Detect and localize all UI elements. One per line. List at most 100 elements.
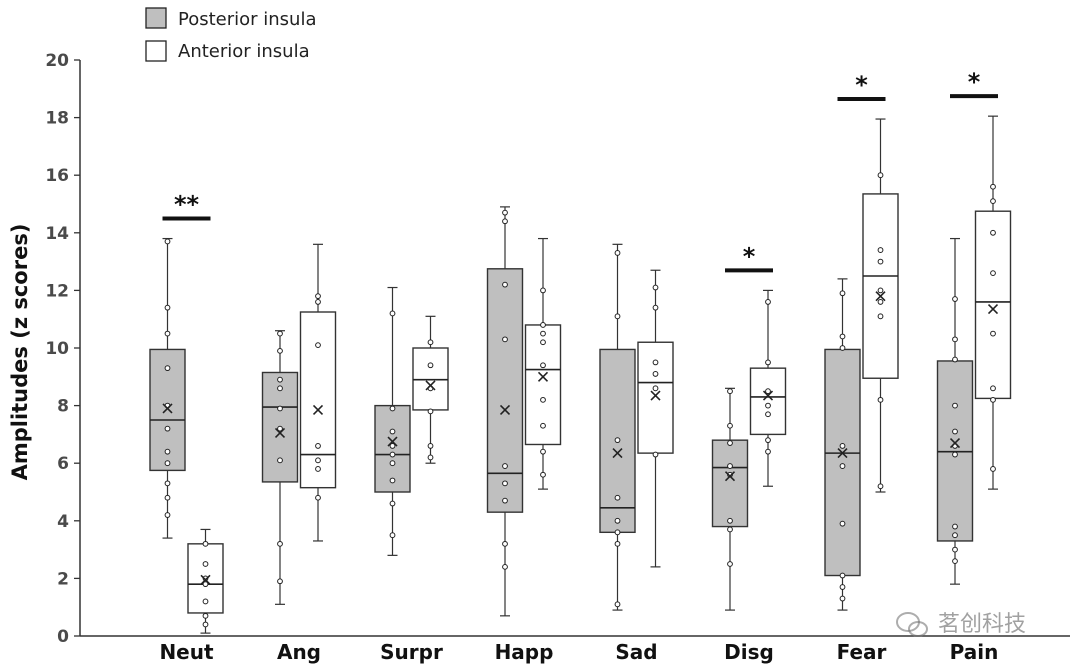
data-point <box>427 408 434 415</box>
data-point <box>389 532 396 539</box>
data-point <box>540 471 546 478</box>
data-point <box>614 601 621 608</box>
mean-marker-stroke <box>387 436 398 447</box>
data-point <box>277 330 283 337</box>
box-posterior-fear <box>824 278 861 611</box>
data-point <box>727 440 733 446</box>
category-label-pain: Pain <box>950 640 999 664</box>
data-point <box>765 388 771 395</box>
significance-stars: * <box>968 68 981 96</box>
mean-marker-stroke <box>162 403 173 414</box>
data-point <box>839 520 846 527</box>
box-posterior-ang <box>261 330 299 605</box>
x-axis-category-labels: Neut Ang Surpr Happ Sad Disg Fear Pain <box>159 640 998 664</box>
legend-label-posterior: Posterior insula <box>178 9 317 30</box>
box-posterior-pain <box>936 237 974 585</box>
y-tick-label: 2 <box>57 569 69 589</box>
data-point <box>652 304 659 311</box>
data-point <box>765 437 771 444</box>
data-point <box>277 385 283 392</box>
data-point <box>839 290 846 297</box>
data-point <box>427 443 434 449</box>
data-point <box>202 621 209 628</box>
data-point <box>952 558 958 565</box>
data-point <box>389 443 396 449</box>
legend-label-anterior: Anterior insula <box>178 41 310 62</box>
data-point <box>727 517 733 524</box>
data-point <box>952 336 958 343</box>
data-point <box>202 612 209 619</box>
significance-stars: * <box>855 71 868 99</box>
data-point <box>502 218 508 225</box>
data-point <box>765 299 771 305</box>
mean-marker <box>537 371 549 382</box>
data-point <box>315 457 321 464</box>
significance-stars: * <box>743 242 756 270</box>
data-point <box>990 330 996 337</box>
data-point <box>839 443 846 449</box>
legend-swatch-anterior <box>145 40 167 62</box>
box-anterior-surpr <box>412 315 449 464</box>
data-point <box>614 529 621 536</box>
mean-marker <box>312 404 324 415</box>
y-tick-label: 6 <box>57 454 69 474</box>
data-point <box>277 578 283 585</box>
mean-marker-stroke <box>650 390 661 401</box>
data-point <box>502 480 508 487</box>
data-point <box>990 229 996 236</box>
mean-marker <box>162 403 173 414</box>
data-point <box>164 365 171 372</box>
data-point <box>389 460 396 467</box>
y-tick-label: 14 <box>45 224 69 244</box>
data-point <box>652 451 659 458</box>
mean-marker-stroke <box>612 448 623 459</box>
data-point <box>990 270 996 277</box>
data-point <box>839 584 846 590</box>
data-point <box>164 460 171 467</box>
data-point <box>164 494 171 501</box>
data-point <box>952 428 958 435</box>
data-point <box>877 313 884 320</box>
data-point <box>540 287 546 294</box>
data-point <box>315 293 321 300</box>
data-point <box>614 494 621 501</box>
data-point <box>502 336 508 343</box>
watermark: 茗创科技 <box>896 612 1026 637</box>
mean-marker <box>650 390 661 401</box>
legend: Posterior insula Anterior insula <box>145 7 317 62</box>
data-point <box>389 428 396 435</box>
mean-marker <box>274 427 286 439</box>
data-point <box>427 454 434 461</box>
data-point <box>277 457 283 464</box>
data-point <box>839 333 846 340</box>
mean-marker <box>875 291 886 302</box>
mean-marker <box>387 436 398 447</box>
iqr-box <box>486 268 524 513</box>
mean-marker-stroke <box>762 390 774 401</box>
data-point <box>877 396 884 403</box>
data-point <box>990 385 996 392</box>
wechat-icon <box>896 612 928 637</box>
box-anterior-neut <box>187 528 224 634</box>
data-point <box>315 466 321 472</box>
mean-marker <box>762 390 774 401</box>
data-point <box>389 405 396 412</box>
data-point <box>277 425 283 432</box>
data-point <box>427 339 434 346</box>
data-point <box>315 299 321 305</box>
data-point <box>502 497 508 504</box>
data-point <box>389 477 396 484</box>
category-label-neut: Neut <box>159 640 214 664</box>
mean-marker <box>612 448 623 459</box>
iqr-box <box>824 348 861 577</box>
data-point <box>614 540 621 547</box>
data-point <box>540 322 546 328</box>
data-point <box>952 451 958 458</box>
significance-annotations: **** * <box>162 68 998 273</box>
data-point <box>614 437 621 444</box>
data-point <box>652 359 659 366</box>
box-posterior-surpr <box>374 286 411 556</box>
category-label-fear: Fear <box>837 640 887 664</box>
data-point <box>202 581 209 588</box>
y-tick-label: 0 <box>57 627 69 647</box>
